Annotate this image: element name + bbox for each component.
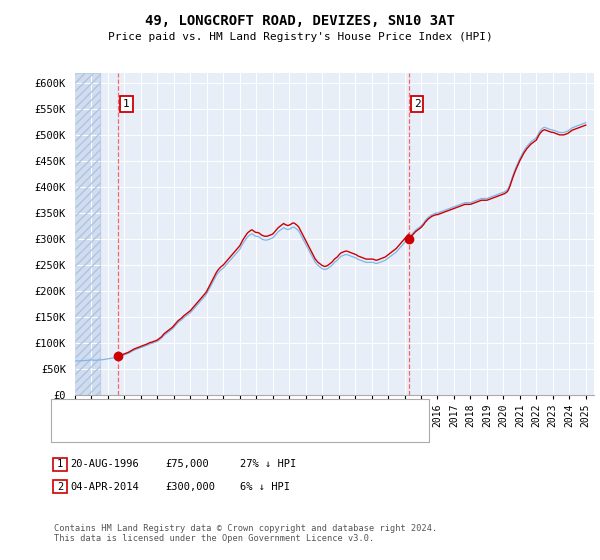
Text: 27% ↓ HPI: 27% ↓ HPI [240, 459, 296, 469]
Text: Price paid vs. HM Land Registry's House Price Index (HPI): Price paid vs. HM Land Registry's House … [107, 32, 493, 42]
Text: £75,000: £75,000 [165, 459, 209, 469]
Text: Contains HM Land Registry data © Crown copyright and database right 2024.
This d: Contains HM Land Registry data © Crown c… [54, 524, 437, 543]
Text: 1: 1 [123, 99, 130, 109]
Text: 2: 2 [414, 99, 421, 109]
Bar [75, 73, 100, 395]
Text: £300,000: £300,000 [165, 482, 215, 492]
Text: 49, LONGCROFT ROAD, DEVIZES, SN10 3AT (detached house): 49, LONGCROFT ROAD, DEVIZES, SN10 3AT (d… [90, 407, 407, 417]
Text: 49, LONGCROFT ROAD, DEVIZES, SN10 3AT: 49, LONGCROFT ROAD, DEVIZES, SN10 3AT [145, 14, 455, 28]
Text: 1: 1 [57, 459, 63, 469]
Text: 20-AUG-1996: 20-AUG-1996 [70, 459, 139, 469]
Text: 6% ↓ HPI: 6% ↓ HPI [240, 482, 290, 492]
Text: 2: 2 [57, 482, 63, 492]
Text: HPI: Average price, detached house, Wiltshire: HPI: Average price, detached house, Wilt… [90, 425, 355, 435]
Text: 04-APR-2014: 04-APR-2014 [70, 482, 139, 492]
Bar [75, 73, 100, 395]
